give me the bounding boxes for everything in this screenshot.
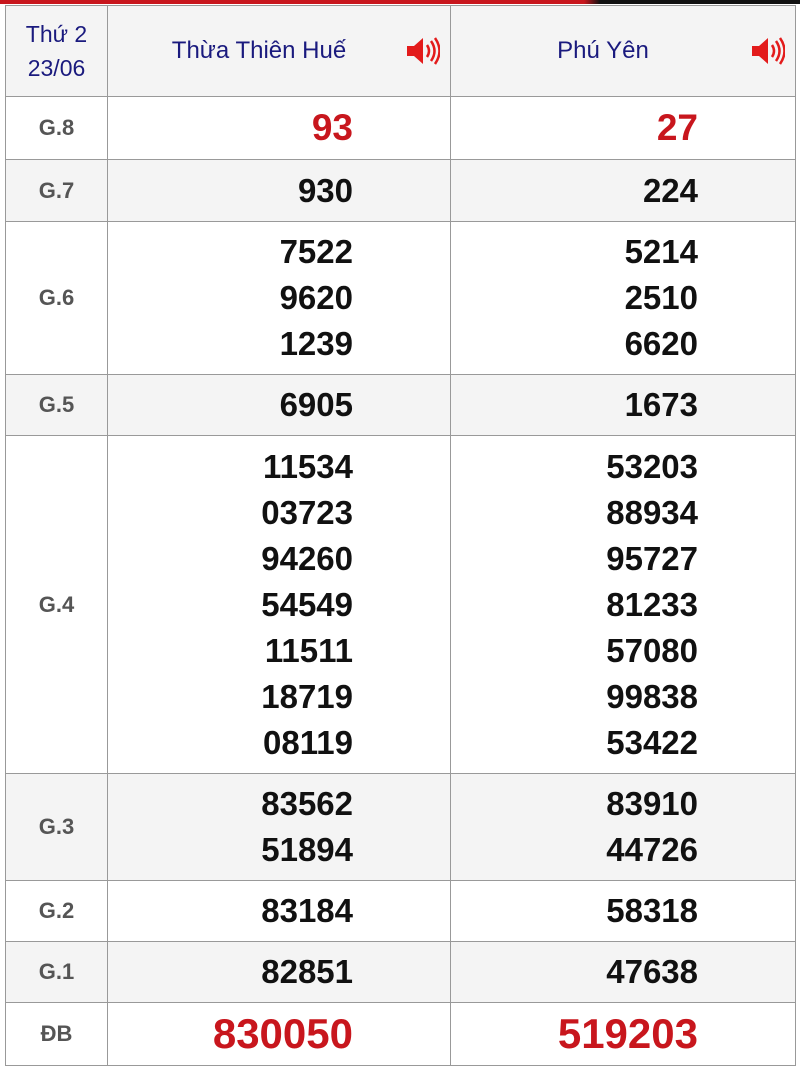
draw-date-cell: Thứ 2 23/06 [5, 5, 108, 97]
prize-label: G.1 [5, 941, 108, 1003]
prize-number: 83184 [261, 892, 353, 929]
prize-number: 53422 [606, 723, 698, 761]
speaker-icon[interactable] [404, 33, 440, 69]
prize-number: 11511 [264, 631, 353, 669]
prize-number: 519203 [557, 1010, 698, 1057]
prize-label: G.8 [5, 96, 108, 160]
prize-number: 53203 [606, 447, 698, 485]
prize-number: 1673 [624, 386, 698, 423]
prize-number: 6620 [624, 325, 698, 362]
province-name: Phú Yên [557, 37, 649, 64]
prize-label: G.5 [5, 374, 108, 436]
prize-numbers-cell: 83562 51894 [107, 773, 451, 881]
prize-number: 57080 [606, 631, 698, 669]
speaker-icon[interactable] [749, 33, 785, 69]
province-header-phu-yen: Phú Yên [450, 5, 796, 97]
prize-label: G.4 [5, 435, 108, 774]
prize-number: 224 [642, 171, 698, 209]
prize-number: 11534 [263, 447, 353, 485]
prize-number: 83910 [606, 785, 698, 822]
prize-row: G.2 83184 58318 [5, 880, 796, 942]
prize-number: 95727 [606, 539, 698, 577]
prize-number: 6905 [279, 386, 353, 423]
prize-numbers-cell: 53203 88934 95727 81233 57080 99838 53422 [450, 435, 796, 774]
prize-number: 88934 [606, 493, 698, 531]
lottery-results-table: Thứ 2 23/06 Thừa Thiên Huế Phú Yên G.8 93… [5, 5, 796, 1066]
draw-date: 23/06 [27, 55, 86, 81]
prize-row: G.8 93 27 [5, 96, 796, 160]
prize-number: 58318 [606, 892, 698, 929]
prize-row: ĐB 830050 519203 [5, 1002, 796, 1066]
prize-number: 5214 [624, 233, 698, 270]
prize-number: 81233 [606, 585, 698, 623]
prize-number: 1239 [279, 325, 353, 362]
prize-number: 9620 [279, 279, 353, 316]
prize-numbers-cell: 83184 [107, 880, 451, 942]
prize-numbers-cell: 7522 9620 1239 [107, 221, 451, 375]
prize-numbers-cell: 82851 [107, 941, 451, 1003]
prize-number: 54549 [261, 585, 353, 623]
prize-number: 99838 [606, 677, 698, 715]
prize-numbers-cell: 83910 44726 [450, 773, 796, 881]
prize-numbers-cell: 27 [450, 96, 796, 160]
prize-number: 2510 [624, 279, 698, 316]
prize-number: 82851 [261, 953, 353, 990]
prize-number: 08119 [263, 723, 353, 761]
prize-numbers-cell: 519203 [450, 1002, 796, 1066]
prize-numbers-cell: 5214 2510 6620 [450, 221, 796, 375]
prize-numbers-cell: 58318 [450, 880, 796, 942]
prize-number: 930 [297, 171, 353, 209]
prize-number: 7522 [279, 233, 353, 270]
prize-label: G.7 [5, 159, 108, 222]
prize-numbers-cell: 11534 03723 94260 54549 11511 18719 08119 [107, 435, 451, 774]
prize-label: ĐB [5, 1002, 108, 1066]
prize-numbers-cell: 830050 [107, 1002, 451, 1066]
prize-row: G.4 11534 03723 94260 54549 11511 18719 08119 53… [5, 435, 796, 774]
prize-row: G.1 82851 47638 [5, 941, 796, 1003]
prize-row: G.7 930 224 [5, 159, 796, 222]
prize-numbers-cell: 224 [450, 159, 796, 222]
prize-numbers-cell: 47638 [450, 941, 796, 1003]
prize-number: 44726 [606, 831, 698, 868]
prize-numbers-cell: 6905 [107, 374, 451, 436]
prize-number: 93 [311, 107, 353, 148]
province-name: Thừa Thiên Huế [171, 37, 347, 64]
prize-number: 18719 [261, 677, 353, 715]
header-row: Thứ 2 23/06 Thừa Thiên Huế Phú Yên [5, 5, 796, 97]
prize-number: 94260 [261, 539, 353, 577]
prize-number: 27 [656, 107, 698, 148]
prize-label: G.3 [5, 773, 108, 881]
prize-numbers-cell: 930 [107, 159, 451, 222]
prize-number: 47638 [606, 953, 698, 990]
province-header-hue: Thừa Thiên Huế [107, 5, 451, 97]
prize-numbers-cell: 93 [107, 96, 451, 160]
prize-number: 83562 [261, 785, 353, 822]
top-accent-bar [0, 0, 800, 4]
prize-row: G.6 7522 9620 1239 5214 2510 6620 [5, 221, 796, 375]
prize-row: G.3 83562 51894 83910 44726 [5, 773, 796, 881]
prize-number: 03723 [261, 493, 353, 531]
prize-numbers-cell: 1673 [450, 374, 796, 436]
weekday: Thứ 2 [25, 21, 88, 47]
prize-number: 51894 [261, 831, 353, 868]
prize-label: G.2 [5, 880, 108, 942]
prize-number: 830050 [212, 1010, 353, 1057]
prize-label: G.6 [5, 221, 108, 375]
prize-row: G.5 6905 1673 [5, 374, 796, 436]
